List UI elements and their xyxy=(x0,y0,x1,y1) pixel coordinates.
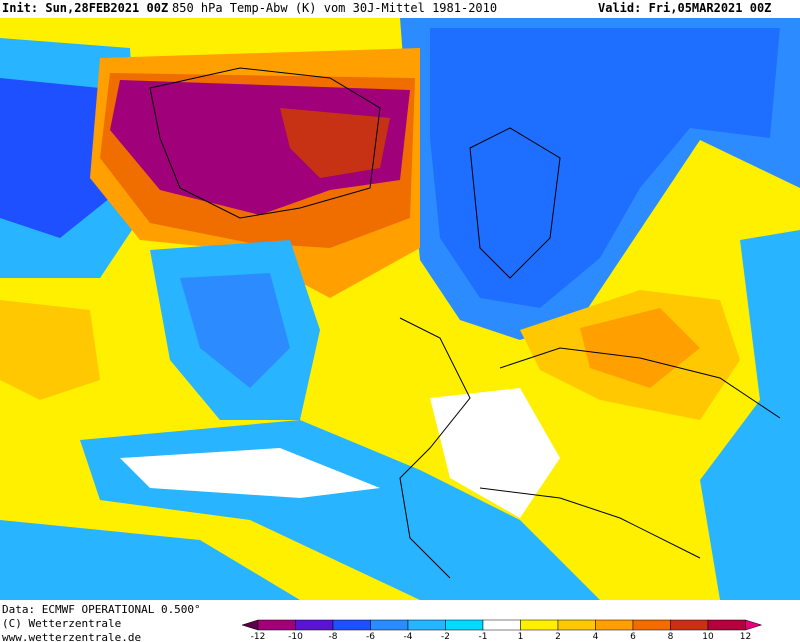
coastlines xyxy=(149,67,781,579)
legend-swatch xyxy=(407,619,446,631)
map xyxy=(0,18,800,600)
legend-swatch xyxy=(707,619,746,631)
legend-high-arrow xyxy=(745,619,763,631)
legend-swatch xyxy=(295,619,334,631)
legend-tick-label: -10 xyxy=(288,632,303,642)
website: www.wetterzentrale.de xyxy=(2,631,142,642)
legend-low-arrow xyxy=(241,619,259,631)
legend-tick-label: 2 xyxy=(555,632,561,642)
legend-tick-label: -2 xyxy=(441,632,450,642)
copyright: (C) Wetterzentrale xyxy=(2,617,122,630)
legend-tick-label: 8 xyxy=(668,632,674,642)
valid-time: Valid: Fri,05MAR2021 00Z xyxy=(598,1,772,15)
legend-tick-label: -8 xyxy=(329,632,338,642)
legend-tick-label: -4 xyxy=(404,632,413,642)
legend-tick-label: 4 xyxy=(593,632,599,642)
color-legend: -12 -10 -8 -6 -4 -2 -1 1 2 4 6 8 10 12 xyxy=(241,619,763,642)
legend-swatch xyxy=(632,619,671,631)
legend-swatch xyxy=(370,619,409,631)
legend-tick-label: 10 xyxy=(702,632,714,642)
data-source: Data: ECMWF OPERATIONAL 0.500° xyxy=(2,603,201,616)
map-title: 850 hPa Temp-Abw (K) vom 30J-Mittel 1981… xyxy=(172,1,498,15)
legend-swatch xyxy=(670,619,709,631)
legend-swatch xyxy=(520,619,559,631)
legend-tick-label: -6 xyxy=(366,632,375,642)
legend-tick-label: 6 xyxy=(630,632,636,642)
legend-swatch xyxy=(445,619,484,631)
anomaly-fields xyxy=(0,18,800,600)
legend-swatch xyxy=(257,619,296,631)
legend-swatch xyxy=(332,619,371,631)
legend-swatch xyxy=(595,619,634,631)
legend-swatch xyxy=(482,619,521,631)
legend-tick-label: 12 xyxy=(740,632,751,642)
legend-tick-label: 1 xyxy=(518,632,524,642)
init-time: Init: Sun,28FEB2021 00Z xyxy=(2,1,169,15)
legend-swatch xyxy=(557,619,596,631)
legend-tick-label: -12 xyxy=(251,632,266,642)
legend-tick-label: -1 xyxy=(479,632,488,642)
